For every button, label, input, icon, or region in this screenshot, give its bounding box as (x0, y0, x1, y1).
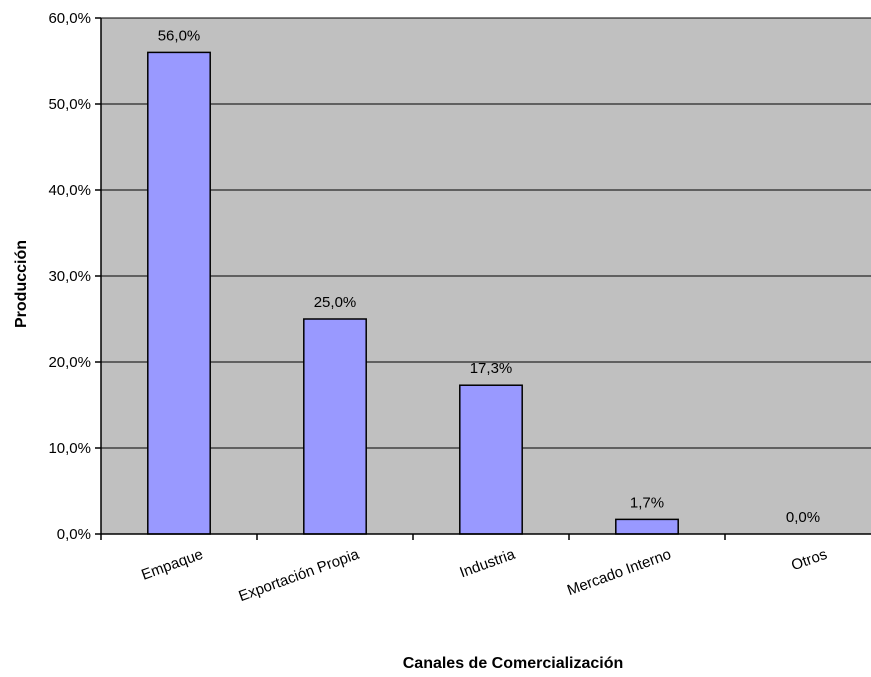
y-tick-label: 10,0% (48, 440, 91, 457)
bar (459, 384, 523, 535)
x-tick-label: Empaque (139, 546, 205, 584)
y-tick-label: 40,0% (48, 182, 91, 199)
data-label: 1,7% (630, 494, 664, 511)
bar (615, 518, 679, 535)
data-label: 25,0% (314, 294, 357, 311)
x-tick-label: Industria (457, 546, 517, 582)
data-label: 0,0% (786, 509, 820, 526)
y-tick-label: 30,0% (48, 268, 91, 285)
x-axis-title: Canales de Comercialización (403, 655, 624, 672)
axes (95, 17, 871, 540)
data-label: 56,0% (158, 27, 201, 44)
gridlines (101, 17, 871, 449)
y-tick-labels: 0,0% 10,0% 20,0% 30,0% 40,0% 50,0% 60,0% (48, 10, 91, 543)
y-tick-label: 20,0% (48, 354, 91, 371)
x-tick-label: Mercado Interno (565, 546, 673, 599)
y-axis-title: Producción (13, 240, 30, 328)
data-label: 17,3% (470, 360, 513, 377)
bar (303, 318, 367, 535)
x-tick-label: Exportación Propia (236, 546, 362, 606)
bars (147, 51, 679, 535)
data-labels: 56,0% 25,0% 17,3% 1,7% 0,0% (158, 27, 820, 526)
y-tick-label: 0,0% (57, 526, 91, 543)
x-tick-label: Otros (789, 546, 829, 575)
x-tick-labels: Empaque Exportación Propia Industria Mercad… (139, 546, 829, 606)
y-tick-label: 50,0% (48, 96, 91, 113)
bar (147, 51, 211, 535)
y-tick-label: 60,0% (48, 10, 91, 27)
